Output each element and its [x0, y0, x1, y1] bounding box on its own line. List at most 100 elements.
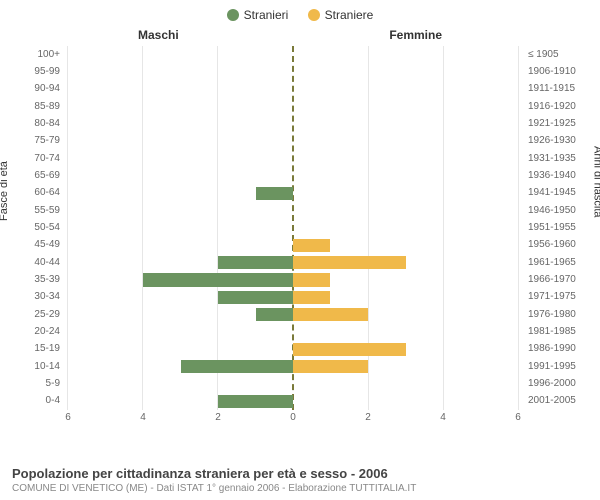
- bar-row: [68, 306, 518, 323]
- age-label: 45-49: [8, 237, 64, 254]
- bar-male: [143, 273, 293, 286]
- birth-year-label: 1961-1965: [524, 254, 580, 271]
- birth-year-label: 1911-1915: [524, 81, 580, 98]
- birth-year-label: 1946-1950: [524, 202, 580, 219]
- bar-row: [68, 63, 518, 80]
- birth-year-label: 1936-1940: [524, 167, 580, 184]
- birth-year-label: 1916-1920: [524, 98, 580, 115]
- legend-swatch-male: [227, 9, 239, 21]
- birth-year-label: 1951-1955: [524, 219, 580, 236]
- age-label: 5-9: [8, 375, 64, 392]
- birth-year-label: 1906-1910: [524, 63, 580, 80]
- bar-row: [68, 115, 518, 132]
- bar-female: [293, 343, 406, 356]
- age-label: 90-94: [8, 81, 64, 98]
- birth-year-label: 1926-1930: [524, 133, 580, 150]
- age-label: 85-89: [8, 98, 64, 115]
- age-label: 95-99: [8, 63, 64, 80]
- bar-row: [68, 323, 518, 340]
- legend-item-male: Stranieri: [227, 8, 289, 22]
- birth-year-label: 1981-1985: [524, 323, 580, 340]
- legend-item-female: Straniere: [308, 8, 374, 22]
- bar-row: [68, 237, 518, 254]
- footer: Popolazione per cittadinanza straniera p…: [12, 466, 588, 494]
- bar-row: [68, 81, 518, 98]
- bar-row: [68, 393, 518, 410]
- bar-male: [218, 256, 293, 269]
- plot: [68, 46, 518, 410]
- age-label: 35-39: [8, 271, 64, 288]
- x-tick: 0: [290, 412, 296, 423]
- birth-year-label: 1921-1925: [524, 115, 580, 132]
- age-label: 50-54: [8, 219, 64, 236]
- x-tick: 6: [515, 412, 521, 423]
- chart-title: Popolazione per cittadinanza straniera p…: [12, 466, 588, 481]
- age-label: 15-19: [8, 341, 64, 358]
- bar-row: [68, 185, 518, 202]
- birth-year-label: 1966-1970: [524, 271, 580, 288]
- bar-row: [68, 133, 518, 150]
- bar-row: [68, 46, 518, 63]
- bar-female: [293, 308, 368, 321]
- birth-year-label: 1971-1975: [524, 289, 580, 306]
- legend-swatch-female: [308, 9, 320, 21]
- birth-year-label: 1991-1995: [524, 358, 580, 375]
- x-tick: 4: [440, 412, 446, 423]
- birth-year-label: 1941-1945: [524, 185, 580, 202]
- x-tick: 2: [215, 412, 221, 423]
- bar-row: [68, 271, 518, 288]
- bar-row: [68, 167, 518, 184]
- age-label: 75-79: [8, 133, 64, 150]
- bar-row: [68, 289, 518, 306]
- bar-female: [293, 273, 330, 286]
- birth-year-label: 1986-1990: [524, 341, 580, 358]
- bar-row: [68, 202, 518, 219]
- legend-label-female: Straniere: [325, 8, 374, 22]
- y-left-labels: 100+95-9990-9485-8980-8475-7970-7465-696…: [8, 46, 64, 410]
- bar-male: [218, 395, 293, 408]
- bar-male: [181, 360, 294, 373]
- bar-male: [256, 187, 293, 200]
- x-tick: 4: [140, 412, 146, 423]
- birth-year-label: 1931-1935: [524, 150, 580, 167]
- birth-year-label: 1956-1960: [524, 237, 580, 254]
- legend-label-male: Stranieri: [244, 8, 289, 22]
- age-label: 0-4: [8, 393, 64, 410]
- bar-male: [256, 308, 293, 321]
- age-label: 60-64: [8, 185, 64, 202]
- age-label: 10-14: [8, 358, 64, 375]
- birth-year-label: 1976-1980: [524, 306, 580, 323]
- grid-line: [518, 46, 519, 410]
- age-label: 30-34: [8, 289, 64, 306]
- birth-year-label: ≤ 1905: [524, 46, 580, 63]
- bar-row: [68, 219, 518, 236]
- y-right-labels: ≤ 19051906-19101911-19151916-19201921-19…: [524, 46, 580, 410]
- bar-female: [293, 256, 406, 269]
- x-tick: 2: [365, 412, 371, 423]
- age-label: 25-29: [8, 306, 64, 323]
- bar-male: [218, 291, 293, 304]
- x-axis: 6 4 2 0 2 4 6: [68, 412, 518, 428]
- birth-year-label: 1996-2000: [524, 375, 580, 392]
- age-label: 55-59: [8, 202, 64, 219]
- age-label: 70-74: [8, 150, 64, 167]
- bar-row: [68, 341, 518, 358]
- y-axis-title-right: Anni di nascita: [592, 146, 600, 218]
- bar-row: [68, 254, 518, 271]
- bar-female: [293, 360, 368, 373]
- chart-subtitle: COMUNE DI VENETICO (ME) - Dati ISTAT 1° …: [12, 483, 588, 494]
- bar-row: [68, 98, 518, 115]
- column-header-maschi: Maschi: [138, 28, 179, 42]
- bar-row: [68, 358, 518, 375]
- bar-row: [68, 150, 518, 167]
- birth-year-label: 2001-2005: [524, 393, 580, 410]
- bar-row: [68, 375, 518, 392]
- x-tick: 6: [65, 412, 71, 423]
- age-label: 100+: [8, 46, 64, 63]
- legend: Stranieri Straniere: [0, 0, 600, 28]
- age-label: 65-69: [8, 167, 64, 184]
- column-header-femmine: Femmine: [389, 28, 442, 42]
- age-label: 40-44: [8, 254, 64, 271]
- age-label: 80-84: [8, 115, 64, 132]
- age-label: 20-24: [8, 323, 64, 340]
